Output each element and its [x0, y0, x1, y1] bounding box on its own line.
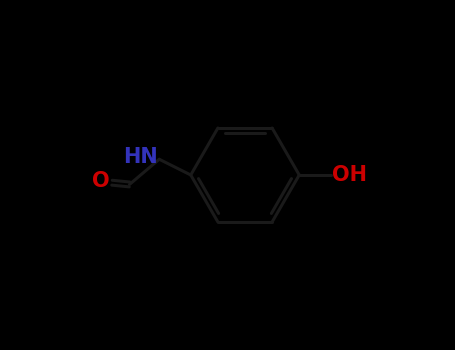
Text: O: O: [91, 171, 109, 191]
Text: HN: HN: [123, 147, 158, 168]
Text: OH: OH: [332, 165, 367, 185]
